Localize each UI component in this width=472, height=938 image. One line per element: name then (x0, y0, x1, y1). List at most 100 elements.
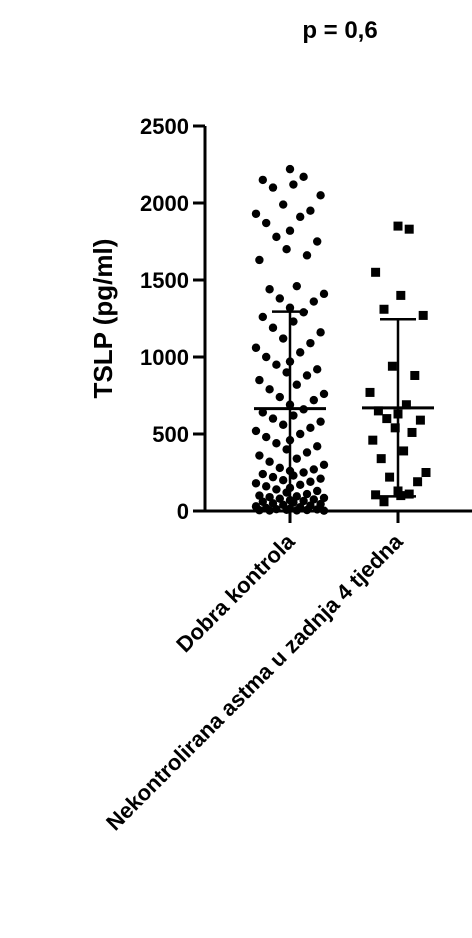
data-point-square (393, 221, 403, 231)
y-tick-label: 1500 (140, 268, 189, 293)
data-point-circle (251, 343, 261, 352)
data-point-circle (275, 463, 284, 473)
data-point-circle (255, 255, 264, 265)
data-point-circle (282, 505, 291, 514)
data-point-square (365, 387, 375, 397)
data-point-circle (282, 368, 291, 377)
data-point-circle (268, 183, 278, 192)
data-point-circle (275, 494, 284, 503)
data-point-circle (268, 414, 278, 423)
data-point-square (371, 267, 381, 277)
data-point-square (387, 361, 397, 371)
data-point-circle (285, 164, 295, 174)
data-point-circle (265, 506, 274, 515)
data-point-square (418, 310, 428, 320)
data-point-circle (272, 360, 281, 369)
y-tick-label: 500 (152, 422, 189, 447)
data-point-circle (265, 385, 274, 394)
data-point-square (410, 370, 420, 380)
data-point-circle (268, 472, 278, 482)
data-point-square (382, 414, 392, 424)
data-point-square (415, 415, 425, 425)
data-point-circle (316, 191, 325, 200)
data-point-circle (289, 180, 298, 189)
data-point-circle (296, 212, 305, 222)
data-point-circle (272, 485, 281, 494)
data-point-circle (296, 348, 305, 357)
data-point-circle (258, 408, 267, 417)
data-point-circle (289, 471, 298, 480)
data-point-square (404, 489, 414, 499)
data-point-square (421, 468, 431, 477)
data-point-circle (309, 395, 318, 405)
data-point-circle (265, 492, 274, 502)
data-point-circle (313, 237, 322, 246)
data-point-square (376, 454, 386, 464)
data-point-circle (275, 392, 284, 402)
data-point-circle (313, 486, 322, 496)
data-point-circle (302, 489, 312, 499)
data-point-circle (279, 420, 288, 429)
data-point-circle (255, 375, 264, 385)
data-point-circle (306, 206, 315, 215)
data-point-square (390, 423, 400, 433)
data-point-circle (265, 457, 274, 466)
data-point-circle (258, 175, 267, 185)
data-point-circle (309, 297, 318, 306)
data-point-square (373, 406, 383, 416)
data-point-square (399, 446, 409, 456)
data-point-circle (282, 445, 291, 454)
data-point-circle (313, 365, 322, 374)
data-point-circle (306, 423, 315, 433)
data-point-circle (275, 294, 284, 303)
data-point-circle (258, 497, 267, 506)
data-point-circle (292, 492, 301, 501)
data-point-square (368, 435, 378, 445)
data-point-circle (299, 468, 308, 477)
data-point-square (371, 490, 381, 500)
data-point-circle (313, 505, 322, 514)
data-point-square (401, 400, 411, 410)
data-points (251, 164, 431, 515)
data-point-circle (251, 426, 261, 436)
data-point-circle (302, 448, 312, 457)
y-tick-label: 0 (177, 499, 189, 524)
p-value-annotation: p = 0,6 (302, 17, 377, 44)
x-axis (205, 509, 472, 523)
data-point-circle (279, 476, 288, 485)
data-point-circle (258, 469, 267, 479)
data-point-circle (316, 417, 325, 426)
data-point-square (379, 497, 389, 507)
data-point-circle (319, 289, 329, 299)
data-point-circle (282, 488, 291, 497)
data-point-circle (285, 226, 295, 235)
data-point-circle (309, 495, 318, 504)
data-point-square (404, 224, 414, 234)
data-point-circle (279, 334, 288, 343)
data-point-square (385, 472, 395, 482)
y-axis-label: TSLP (pg/ml) (88, 239, 118, 399)
summary-bars (254, 310, 434, 511)
data-point-circle (255, 506, 264, 515)
data-point-circle (272, 439, 281, 448)
data-point-circle (309, 465, 318, 474)
data-point-circle (292, 281, 301, 291)
data-point-circle (299, 496, 308, 506)
y-axis: 0 500 1000 1500 2000 2500 (140, 114, 207, 524)
data-point-circle (251, 209, 261, 218)
data-point-circle (292, 380, 301, 389)
data-point-circle (302, 251, 312, 260)
data-point-circle (296, 429, 305, 439)
data-point-square (379, 304, 389, 314)
data-point-circle (296, 480, 305, 490)
data-point-circle (292, 506, 301, 515)
data-point-circle (306, 477, 315, 486)
data-point-circle (292, 454, 301, 463)
data-point-square (407, 427, 417, 437)
data-point-circle (289, 498, 298, 507)
data-point-circle (319, 389, 329, 399)
data-point-circle (319, 460, 329, 469)
data-point-circle (262, 432, 271, 442)
